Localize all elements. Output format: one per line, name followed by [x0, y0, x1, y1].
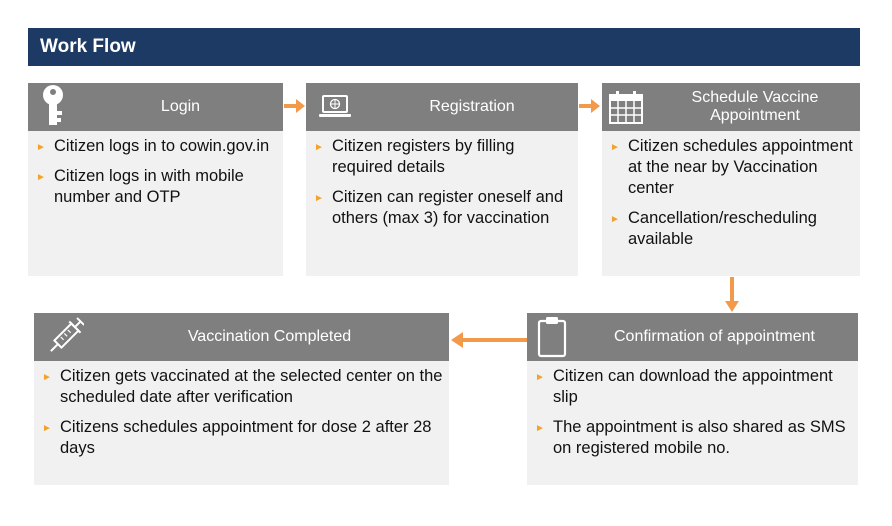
step-label: Registration — [429, 98, 515, 115]
step-registration: Registration Citizen registers by fillin… — [306, 83, 578, 276]
step-body: Citizen schedules appointment at the nea… — [602, 136, 860, 259]
step-login: Login Citizen logs in to cowin.gov.in Ci… — [28, 83, 283, 276]
bullet-item: Citizens schedules appointment for dose … — [34, 417, 449, 459]
calendar-icon — [608, 89, 644, 130]
bullet-item: Citizen gets vaccinated at the selected … — [34, 366, 449, 408]
laptop-icon — [318, 94, 352, 125]
step-header: Login — [28, 83, 283, 131]
bullet-item: Cancellation/rescheduling available — [602, 208, 860, 250]
flow-arrow-right — [284, 98, 306, 119]
step-body: Citizen registers by filling required de… — [306, 136, 578, 238]
bullet-item: The appointment is also shared as SMS on… — [527, 417, 858, 459]
step-body: Citizen logs in to cowin.gov.in Citizen … — [28, 136, 283, 217]
step-label: Confirmation of appointment — [614, 328, 815, 345]
bullet-item: Citizen logs in to cowin.gov.in — [28, 136, 283, 158]
step-header: Vaccination Completed — [34, 313, 449, 361]
step-confirmation: Confirmation of appointment Citizen can … — [527, 313, 858, 485]
flow-arrow-right — [579, 98, 601, 119]
step-body: Citizen can download the appointment sli… — [527, 366, 858, 468]
step-label: Vaccination Completed — [187, 328, 352, 345]
bullet-item: Citizen schedules appointment at the nea… — [602, 136, 860, 199]
flow-arrow-down — [724, 277, 740, 318]
step-header: Confirmation of appointment — [527, 313, 858, 361]
step-label: Schedule Vaccine Appointment — [691, 89, 819, 124]
page-title: Work Flow — [28, 28, 860, 66]
clipboard-icon — [537, 316, 567, 363]
step-vaccination-completed: Vaccination Completed Citizen gets vacci… — [34, 313, 449, 485]
flow-arrow-left — [451, 331, 527, 354]
step-schedule: Schedule Vaccine Appointment Citizen sch… — [602, 83, 860, 276]
key-icon — [38, 83, 68, 134]
step-label: Login — [160, 98, 201, 115]
step-header: Registration — [306, 83, 578, 131]
bullet-item: Citizen registers by filling required de… — [306, 136, 578, 178]
step-body: Citizen gets vaccinated at the selected … — [34, 366, 449, 468]
bullet-item: Citizen can register oneself and others … — [306, 187, 578, 229]
step-header: Schedule Vaccine Appointment — [602, 83, 860, 131]
bullet-item: Citizen can download the appointment sli… — [527, 366, 858, 408]
syringe-icon — [46, 317, 85, 362]
bullet-item: Citizen logs in with mobile number and O… — [28, 166, 283, 208]
